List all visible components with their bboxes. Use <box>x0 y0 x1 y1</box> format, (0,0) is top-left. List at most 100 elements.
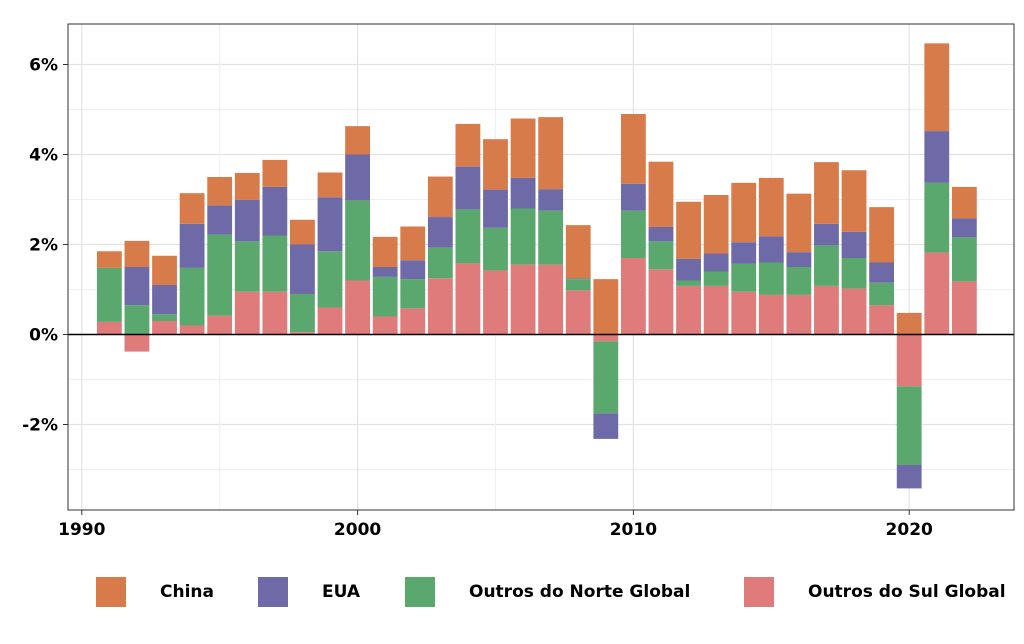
legend: China EUA Outros do Norte Global Outros … <box>0 572 1024 616</box>
bar-outros-do-norte-global-1997 <box>262 235 288 292</box>
x-tick-label: 2000 <box>334 520 381 540</box>
bar-china-2017 <box>814 162 839 224</box>
bar-outros-do-sul-global-2018 <box>841 288 867 335</box>
bar-eua-1999 <box>317 197 343 252</box>
bar-outros-do-sul-global-2011 <box>648 269 674 335</box>
bar-outros-do-sul-global-2000 <box>345 280 371 335</box>
bar-outros-do-sul-global-2001 <box>372 316 398 335</box>
bar-outros-do-norte-global-2000 <box>345 200 371 281</box>
bar-outros-do-norte-global-1998 <box>290 294 315 333</box>
bar-eua-2017 <box>814 223 839 246</box>
y-tick-label: 0% <box>29 326 58 346</box>
bar-outros-do-sul-global-2019 <box>869 305 895 335</box>
bar-outros-do-sul-global-1997 <box>262 291 288 335</box>
bar-china-2008 <box>565 225 591 279</box>
bar-eua-2007 <box>538 189 564 211</box>
bar-china-2006 <box>510 118 536 178</box>
bar-outros-do-norte-global-2002 <box>400 279 426 309</box>
legend-item-outros-sul: Outros do Sul Global <box>744 572 1006 612</box>
bar-outros-do-norte-global-1996 <box>234 241 260 292</box>
bar-outros-do-sul-global-1995 <box>207 315 233 335</box>
bar-outros-do-norte-global-1991 <box>96 267 122 322</box>
bar-eua-2002 <box>400 260 426 280</box>
bar-china-2000 <box>345 126 371 155</box>
bar-china-2016 <box>786 193 812 253</box>
bar-outros-do-sul-global-2003 <box>427 278 453 335</box>
bar-outros-do-sul-global-1998 <box>290 332 315 335</box>
bar-eua-1996 <box>234 199 260 242</box>
bar-eua-2010 <box>620 183 646 211</box>
bar-china-1991 <box>96 251 122 268</box>
bar-china-2021 <box>924 43 950 132</box>
bar-eua-2020 <box>896 465 922 489</box>
bar-outros-do-norte-global-2013 <box>703 271 729 286</box>
bar-outros-do-norte-global-2001 <box>372 276 398 317</box>
bar-eua-2004 <box>455 166 481 210</box>
bar-outros-do-norte-global-2022 <box>951 237 977 282</box>
bar-outros-do-norte-global-2004 <box>455 209 481 264</box>
legend-item-eua: EUA <box>258 572 360 612</box>
bar-china-2001 <box>372 236 398 267</box>
bar-eua-2014 <box>731 242 757 264</box>
bar-outros-do-sul-global-2021 <box>924 252 950 335</box>
bar-outros-do-norte-global-2012 <box>676 280 701 286</box>
bar-eua-2006 <box>510 177 536 209</box>
bar-china-2013 <box>703 195 729 254</box>
bar-outros-do-norte-global-2003 <box>427 247 453 279</box>
bar-outros-do-norte-global-2009 <box>593 341 619 414</box>
bar-china-1997 <box>262 159 288 187</box>
bar-eua-1993 <box>152 285 177 315</box>
bar-eua-1995 <box>207 205 233 235</box>
bar-china-2005 <box>483 139 508 190</box>
bar-outros-do-norte-global-2017 <box>814 245 839 286</box>
bar-outros-do-sul-global-2016 <box>786 294 812 335</box>
bar-china-2003 <box>427 176 453 218</box>
bar-china-1995 <box>207 177 233 206</box>
legend-label-eua: EUA <box>322 582 361 602</box>
bar-china-2014 <box>731 182 757 243</box>
bar-outros-do-sul-global-2008 <box>565 290 591 335</box>
bar-eua-2001 <box>372 267 398 277</box>
bar-outros-do-sul-global-2010 <box>620 258 646 335</box>
bar-outros-do-sul-global-2002 <box>400 308 426 335</box>
bar-outros-do-norte-global-2019 <box>869 282 895 306</box>
bar-outros-do-sul-global-1999 <box>317 307 343 335</box>
bar-eua-1998 <box>290 244 315 294</box>
bar-china-2010 <box>620 114 646 184</box>
bar-china-2015 <box>758 177 784 237</box>
bar-eua-2018 <box>841 231 867 258</box>
y-tick-label: 4% <box>29 146 58 166</box>
bar-outros-do-norte-global-1994 <box>179 267 205 326</box>
bar-china-2020 <box>896 312 922 335</box>
bar-outros-do-norte-global-2020 <box>896 386 922 465</box>
bar-eua-2012 <box>676 258 701 281</box>
legend-label-outros-sul: Outros do Sul Global <box>808 582 1006 602</box>
bar-eua-1997 <box>262 186 288 236</box>
bar-eua-2015 <box>758 236 784 263</box>
bar-china-2018 <box>841 170 867 232</box>
bar-china-1998 <box>290 219 315 245</box>
legend-label-china: China <box>160 582 214 602</box>
bar-eua-2013 <box>703 253 729 272</box>
legend-swatch-outros-norte <box>405 577 435 607</box>
bar-eua-2022 <box>951 218 977 238</box>
bar-outros-do-norte-global-2014 <box>731 263 757 292</box>
axis-layer: -2% 0% 2% 4% 6% 1990 2000 2010 2020 <box>22 56 933 541</box>
plot-border <box>67 23 1015 511</box>
bar-outros-do-sul-global-1992 <box>124 334 150 352</box>
bar-outros-do-norte-global-1992 <box>124 305 150 335</box>
bar-china-2012 <box>676 201 701 259</box>
bar-outros-do-sul-global-2007 <box>538 264 564 335</box>
bar-outros-do-sul-global-1993 <box>152 321 177 335</box>
bar-outros-do-norte-global-2006 <box>510 208 536 265</box>
bar-eua-2003 <box>427 217 453 248</box>
legend-swatch-outros-sul <box>744 577 774 607</box>
bar-outros-do-norte-global-2005 <box>483 227 508 271</box>
bar-outros-do-sul-global-2004 <box>455 263 481 335</box>
x-tick-label: 1990 <box>58 520 105 540</box>
bar-outros-do-norte-global-2008 <box>565 279 591 291</box>
bar-outros-do-sul-global-2006 <box>510 264 536 335</box>
bar-outros-do-sul-global-1991 <box>96 321 122 335</box>
bar-china-1999 <box>317 172 343 198</box>
